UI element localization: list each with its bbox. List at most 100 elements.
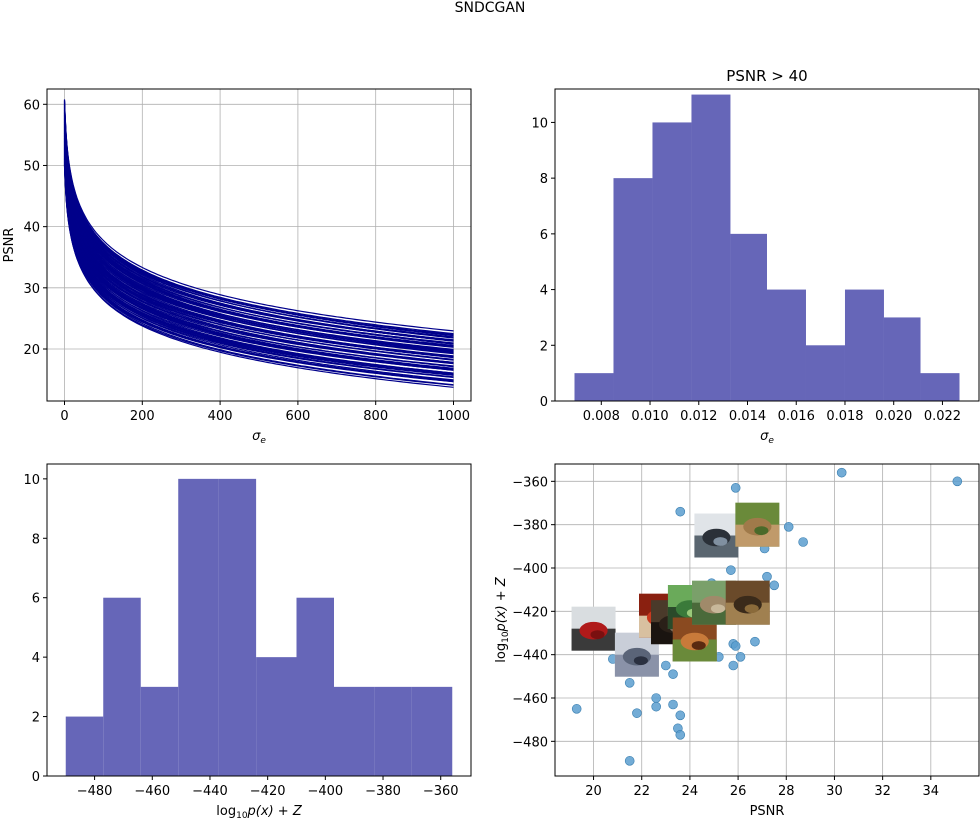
x-tick-label: 0.018	[826, 409, 863, 424]
thumbnail-image-brown-animal	[725, 580, 770, 625]
x-tick-label: 22	[633, 784, 650, 799]
x-tick-label: 0	[60, 409, 68, 424]
y-tick-label: −460	[512, 692, 548, 707]
scatter-point	[624, 678, 635, 688]
y-tick-label: −400	[512, 562, 548, 577]
x-tick-label: −380	[365, 784, 401, 799]
x-tick-label: 400	[208, 409, 233, 424]
scatter-point	[769, 580, 780, 591]
histogram-bar	[256, 657, 297, 776]
scatter-point	[730, 483, 741, 493]
histogram-bar	[691, 94, 731, 402]
x-axis-label-1: σe	[760, 429, 774, 446]
psnr-curve	[63, 123, 454, 353]
thumbnail-image-frog	[672, 617, 717, 662]
scatter-point	[952, 476, 963, 487]
thumbnail-image-ship	[694, 513, 739, 558]
x-tick-label: −440	[192, 784, 228, 799]
psnr-curve	[63, 135, 454, 364]
scatter-point	[726, 565, 736, 575]
y-tick-label: −380	[512, 519, 548, 534]
y-tick-label: 60	[23, 98, 40, 113]
psnr-curve	[63, 100, 454, 332]
psnr-curve	[63, 125, 454, 357]
psnr-curve	[63, 103, 454, 341]
y-tick-label: 10	[23, 473, 40, 488]
histogram-bar	[767, 289, 806, 401]
thumb-detail	[633, 656, 648, 666]
x-axis-label-3: PSNR	[750, 804, 785, 819]
x-axis-label-2: log10p(x) + Z	[216, 804, 303, 821]
y-tick-label: −480	[512, 735, 548, 750]
psnr-curve	[63, 133, 454, 363]
scatter-point	[798, 537, 808, 547]
histogram-bar	[805, 345, 845, 401]
y-tick-label: 4	[32, 651, 40, 666]
psnr-curve	[63, 131, 454, 361]
x-tick-label: 0.020	[875, 409, 912, 424]
psnr-curve	[63, 143, 454, 370]
x-tick-label: 28	[778, 784, 795, 799]
histogram-bar	[411, 686, 453, 776]
scatter-point	[651, 693, 661, 703]
psnr-curve	[63, 147, 454, 374]
psnr-curve	[63, 113, 454, 348]
y-tick-label: 6	[540, 228, 548, 243]
thumb-detail	[710, 604, 726, 614]
histogram-bar	[883, 317, 921, 401]
psnr-curve	[63, 149, 454, 376]
y-tick-label: 20	[23, 343, 40, 358]
axes-frame-0	[46, 88, 472, 402]
x-tick-label: 0.012	[680, 409, 717, 424]
psnr-curve	[63, 123, 454, 355]
psnr-curve	[63, 155, 454, 381]
psnr-curve	[63, 111, 454, 347]
scatter-point	[783, 522, 794, 532]
scatter-point	[728, 660, 739, 671]
scatter-point	[750, 636, 760, 647]
x-tick-label: −480	[77, 784, 113, 799]
x-tick-label: 200	[130, 409, 155, 424]
histogram-bar	[613, 178, 653, 401]
psnr-curve	[63, 127, 454, 358]
scatter-point	[675, 506, 686, 517]
y-tick-label: 50	[23, 159, 40, 174]
psnr-curve	[63, 157, 454, 382]
psnr-curve	[63, 99, 454, 337]
x-tick-label: −420	[250, 784, 286, 799]
psnr-curve	[63, 121, 454, 353]
x-tick-label: 26	[730, 784, 747, 799]
x-tick-label: 0.022	[924, 409, 961, 424]
x-tick-label: −460	[134, 784, 170, 799]
histogram-bar	[65, 716, 104, 776]
scatter-point	[675, 710, 686, 721]
curves-group	[63, 99, 454, 388]
x-tick-label: 0.008	[583, 409, 620, 424]
histogram-bar	[920, 373, 960, 401]
thumb-detail	[713, 537, 728, 546]
axes-frame-3	[554, 463, 980, 777]
y-tick-label: 30	[23, 282, 40, 297]
x-tick-label: 20	[585, 784, 602, 799]
scatter-point	[735, 652, 746, 662]
histogram-bar	[103, 597, 141, 776]
thumbnail-image-deer	[735, 502, 780, 547]
y-tick-label: 6	[32, 592, 40, 607]
histogram-bar	[140, 686, 179, 776]
x-tick-label: 34	[923, 784, 940, 799]
y-axis-label-3: log10p(x) + Z	[494, 576, 511, 663]
scatter-point	[668, 669, 678, 679]
x-tick-label: 600	[285, 409, 310, 424]
scatter-point	[730, 641, 741, 651]
scatter-point	[675, 730, 686, 740]
scatter-point	[668, 699, 678, 710]
x-tick-label: 0.016	[778, 409, 815, 424]
x-tick-label: 24	[682, 784, 699, 799]
x-tick-label: 0.010	[631, 409, 668, 424]
axes-frame-1	[554, 88, 980, 402]
x-tick-label: 32	[874, 784, 891, 799]
y-tick-label: −440	[512, 649, 548, 664]
y-axis-label-0: PSNR	[2, 228, 17, 263]
psnr-curve	[63, 145, 454, 371]
scatter-point	[651, 701, 661, 712]
